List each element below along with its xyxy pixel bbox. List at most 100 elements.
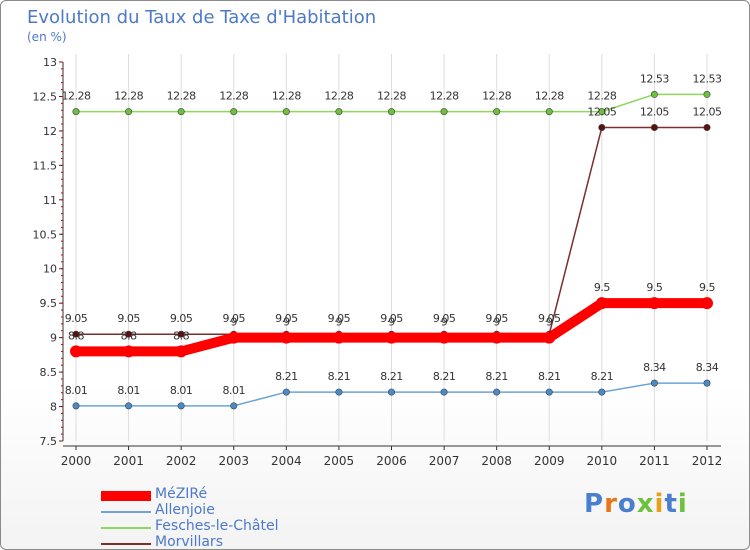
data-label: 8.21: [275, 370, 298, 383]
data-point: [648, 297, 661, 310]
data-label: 8.8: [173, 329, 189, 342]
data-label: 9: [388, 316, 395, 329]
data-point: [387, 388, 395, 396]
data-label: 9: [546, 316, 553, 329]
legend-label-mezire: MéZIRé: [155, 486, 208, 502]
data-point: [493, 388, 501, 396]
data-point: [545, 388, 553, 396]
data-label: 9.05: [117, 312, 140, 325]
data-label: 9.5: [594, 281, 610, 294]
x-tick-label-2007: 2007: [429, 454, 460, 468]
legend-label-fesches: Fesches-le-Châtel: [155, 518, 279, 534]
data-point: [545, 108, 553, 116]
data-label: 12.28: [167, 90, 196, 103]
data-point: [543, 331, 556, 344]
data-label: 9.5: [646, 281, 662, 294]
legend-swatch-allenjoie: [101, 511, 151, 513]
data-point: [387, 108, 395, 116]
logo-letter: t: [664, 489, 678, 519]
data-point: [175, 345, 188, 358]
data-point: [125, 402, 133, 410]
data-label: 8.34: [696, 361, 719, 374]
data-label: 12.28: [587, 90, 616, 103]
data-point: [440, 388, 448, 396]
data-label: 12.28: [430, 90, 459, 103]
data-point: [70, 345, 82, 358]
data-point: [650, 379, 658, 387]
data-label: 8.01: [65, 384, 88, 397]
y-tick-label: 9: [50, 332, 57, 345]
data-label: 12.05: [640, 105, 669, 118]
data-point: [177, 330, 185, 338]
y-tick-label: 8.5: [40, 366, 58, 379]
data-label: 12.28: [482, 90, 511, 103]
data-point: [490, 331, 503, 344]
data-label: 8.21: [380, 370, 403, 383]
data-label: 9.05: [485, 312, 508, 325]
data-point: [438, 331, 451, 344]
data-point: [125, 330, 133, 338]
data-point: [282, 388, 290, 396]
data-label: 12.28: [272, 90, 301, 103]
y-tick-label: 9.5: [40, 297, 58, 310]
chart-subtitle: (en %): [27, 30, 67, 44]
x-tick-label-2008: 2008: [481, 454, 512, 468]
data-label: 8.21: [433, 370, 456, 383]
data-label: 12.05: [587, 105, 616, 118]
data-point: [703, 90, 711, 98]
data-label: 12.28: [219, 90, 248, 103]
data-label: 9: [336, 316, 343, 329]
data-label: 8.21: [485, 370, 508, 383]
logo-letter: P: [584, 489, 605, 519]
y-tick-label: 13: [43, 56, 57, 69]
data-label: 8.01: [170, 384, 193, 397]
x-tick-label-2000: 2000: [61, 454, 92, 468]
data-point: [122, 345, 135, 358]
data-point: [598, 108, 606, 116]
data-point: [282, 108, 290, 116]
data-label: 12.28: [62, 90, 91, 103]
data-label: 9: [441, 316, 448, 329]
proxiti-logo: Proxiti: [584, 489, 688, 519]
data-label: 12.53: [640, 72, 669, 85]
data-label: 12.53: [693, 72, 722, 85]
x-tick-label-2011: 2011: [639, 454, 670, 468]
data-point: [703, 379, 711, 387]
data-point: [332, 331, 345, 344]
data-point: [703, 123, 711, 131]
y-tick-label: 10: [43, 263, 57, 276]
y-tick-label: 8: [50, 401, 57, 414]
data-label: 12.28: [377, 90, 406, 103]
data-markers: [70, 90, 713, 410]
data-label: 8.8: [68, 329, 84, 342]
data-label: 8.21: [591, 370, 614, 383]
data-label: 9.05: [170, 312, 193, 325]
y-tick-label: 10.5: [33, 228, 58, 241]
x-tick-label-2005: 2005: [324, 454, 355, 468]
data-point: [595, 297, 608, 310]
data-point: [493, 108, 501, 116]
x-tick-label-2006: 2006: [376, 454, 407, 468]
x-tick-label-2001: 2001: [113, 454, 144, 468]
data-point: [335, 108, 343, 116]
data-point: [72, 108, 80, 116]
y-tick-label: 7.5: [40, 435, 58, 448]
data-label: 9.05: [328, 312, 351, 325]
data-point: [385, 331, 398, 344]
data-label: 8.01: [117, 384, 140, 397]
data-labels: 8.8 8.8 8.8 9 9 9 9 9 9 9 9.5 9.5 9.5 8.01 8.01 8.01 8.0…: [62, 72, 723, 397]
data-label: 12.05: [693, 105, 722, 118]
data-label: 9.05: [433, 312, 456, 325]
data-point: [598, 388, 606, 396]
legend-swatch-morvillars: [101, 543, 151, 545]
data-point: [125, 108, 133, 116]
legend-label-morvillars: Morvillars: [155, 534, 223, 550]
data-label: 9: [493, 316, 500, 329]
data-label: 9.5: [699, 281, 715, 294]
data-label: 8.21: [538, 370, 561, 383]
data-point: [650, 90, 658, 98]
y-tick-label: 12.5: [33, 90, 58, 103]
data-point: [230, 402, 238, 410]
